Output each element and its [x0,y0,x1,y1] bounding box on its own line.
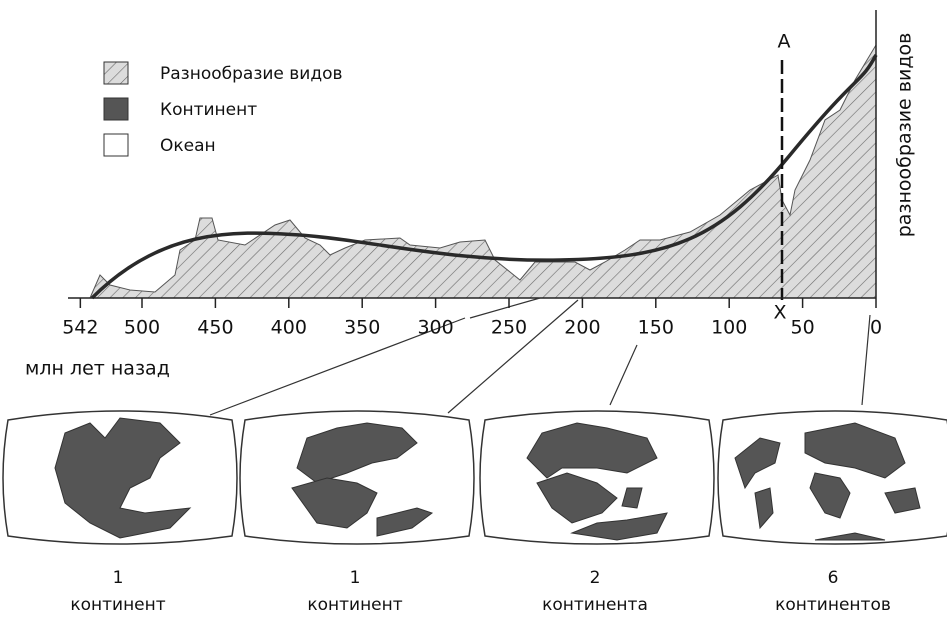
continent [884,487,921,514]
continent-count: 2 [590,568,601,588]
trend-curve [90,54,878,300]
tick-label: 450 [197,317,233,339]
tick-label: 0 [870,317,882,339]
continent-word: континент [307,595,402,615]
tick-label: 300 [417,317,453,339]
continent [621,487,643,509]
continent-word: континент [70,595,165,615]
continent [570,512,668,541]
maps: 1 континент 1 континент 2 континента 6 континен… [2,410,947,615]
tick-label: 250 [491,317,527,339]
continent [526,422,658,479]
legend-label: Континент [160,100,257,120]
y-axis-label: разнообразие видов [894,33,916,238]
legend-swatch [103,97,129,121]
continent [734,437,781,490]
tick-label: 150 [638,317,674,339]
continent [754,487,774,530]
continent-word: континентов [775,595,891,615]
continent-count: 1 [113,568,124,588]
marker-label: A [778,31,791,53]
legend-label: Разнообразие видов [160,64,343,84]
tick-label: 50 [791,317,815,339]
x-axis-label: млн лет назад [25,358,170,380]
tick-label: 542 [62,317,98,339]
legend-swatch [103,61,129,85]
marker-label: X [773,302,786,324]
continent-word: континента [542,595,648,615]
continent [536,472,618,524]
legend-label: Океан [160,136,216,156]
continent [54,417,192,539]
tick-label: 400 [271,317,307,339]
connectors [209,297,871,416]
legend-swatch [103,133,129,157]
continent [291,477,378,529]
tick-label: 100 [711,317,747,339]
tick-label: 350 [344,317,380,339]
continent [804,422,906,479]
tick-label: 200 [564,317,600,339]
continent [809,472,851,519]
continent [814,532,886,541]
tick-label: 500 [124,317,160,339]
continent-count: 1 [350,568,361,588]
continent [296,422,418,484]
continent [376,507,434,537]
continent-count: 6 [828,568,839,588]
